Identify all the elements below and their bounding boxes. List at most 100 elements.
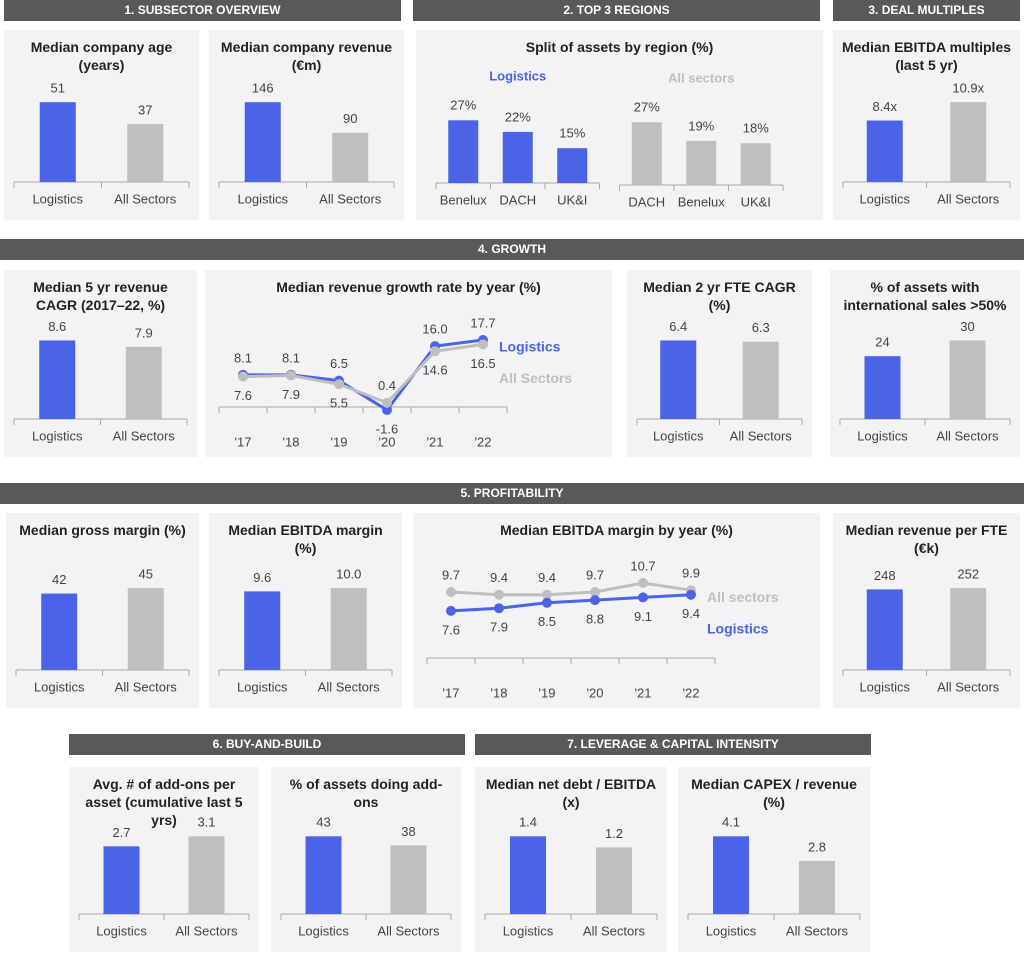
bar bbox=[713, 836, 749, 914]
value-label: 16.0 bbox=[422, 322, 447, 337]
chart-panel: 24 Logistics 30 All Sectors % of assets with… bbox=[830, 270, 1020, 457]
bar bbox=[866, 589, 903, 670]
legend-label: Logistics bbox=[499, 339, 561, 355]
value-label: 37 bbox=[138, 103, 152, 118]
category-label: All Sectors bbox=[318, 679, 381, 694]
value-label: 42 bbox=[52, 572, 66, 587]
point bbox=[638, 592, 648, 603]
value-label: 16.5 bbox=[470, 356, 495, 371]
category-label: Logistics bbox=[298, 923, 349, 938]
value-label: 3.1 bbox=[197, 815, 215, 830]
legend-label: Logistics bbox=[489, 68, 546, 83]
chart-title: Median CAPEX / revenue (%) bbox=[691, 776, 857, 810]
value-label: -1.6 bbox=[376, 421, 398, 436]
section-header: 6. BUY-AND-BUILD bbox=[69, 734, 465, 755]
chart: 8.6 Logistics 7.9 All Sectors bbox=[13, 319, 188, 443]
bar bbox=[596, 847, 632, 914]
value-label: 10.9x bbox=[952, 81, 984, 96]
value-label: 2.8 bbox=[808, 839, 826, 854]
value-label: 17.7 bbox=[470, 315, 495, 330]
value-label: 9.1 bbox=[634, 609, 652, 624]
value-label: 146 bbox=[252, 81, 274, 96]
bar bbox=[332, 132, 369, 182]
category-label: UK&I bbox=[557, 192, 587, 207]
chart-panel: 8.4x Logistics 10.9x All Sectors Median EBIT… bbox=[833, 30, 1020, 220]
chart-title: Median EBITDA margin (%) bbox=[228, 522, 383, 556]
value-label: 19% bbox=[688, 118, 714, 133]
category-label: All Sectors bbox=[115, 679, 178, 694]
chart: 248 Logistics 252 All Sectors bbox=[842, 567, 1011, 694]
bar bbox=[950, 102, 987, 182]
bar bbox=[244, 102, 281, 182]
bar bbox=[188, 836, 225, 914]
section-header: 5. PROFITABILITY bbox=[0, 483, 1024, 504]
chart-title: Median net debt / EBITDA (x) bbox=[485, 776, 657, 810]
legend-label: All sectors bbox=[668, 70, 734, 85]
value-label: 7.6 bbox=[442, 622, 460, 637]
value-label: 9.7 bbox=[586, 567, 604, 582]
chart-title: % of assets doing add-ons bbox=[289, 776, 443, 810]
bar bbox=[127, 588, 164, 670]
section-header: 2. TOP 3 REGIONS bbox=[413, 0, 820, 21]
x-tick-label: '17 bbox=[443, 685, 460, 700]
bar bbox=[502, 131, 533, 183]
chart-panel: 8.6 Logistics 7.9 All Sectors Median 5 yr re… bbox=[4, 270, 197, 457]
value-label: 7.6 bbox=[234, 388, 252, 403]
chart: Logistics 27% Benelux 22% DACH 15% UK&I All sec… bbox=[435, 68, 784, 209]
x-tick-label: '19 bbox=[331, 434, 348, 449]
x-tick-label: '22 bbox=[475, 434, 492, 449]
chart-title: Median revenue per FTE (€k) bbox=[845, 522, 1008, 556]
chart-title: Median 5 yr revenue CAGR (2017–22, %) bbox=[33, 279, 168, 313]
value-label: 9.4 bbox=[538, 570, 556, 585]
point bbox=[638, 578, 648, 588]
point bbox=[542, 589, 552, 600]
x-tick-label: '20 bbox=[379, 434, 396, 449]
value-label: 9.9 bbox=[682, 566, 700, 581]
chart: 1.4 Logistics 1.2 All Sectors bbox=[484, 815, 658, 938]
point bbox=[446, 587, 456, 597]
bar bbox=[39, 340, 76, 419]
chart-panel: 9.6 Logistics 10.0 All Sectors Median EBITDA… bbox=[209, 513, 402, 708]
category-label: All Sectors bbox=[175, 923, 238, 938]
chart: 24 Logistics 30 All Sectors bbox=[839, 319, 1011, 443]
value-label: 51 bbox=[51, 81, 65, 96]
chart: 8.4x Logistics 10.9x All Sectors bbox=[842, 81, 1011, 206]
x-tick-label: '21 bbox=[635, 685, 652, 700]
chart-title: Median gross margin (%) bbox=[19, 522, 186, 538]
point bbox=[430, 346, 440, 357]
chart-panel: 6.4 Logistics 6.3 All Sectors Median 2 yr FT… bbox=[627, 270, 812, 457]
category-label: All Sectors bbox=[113, 428, 176, 443]
category-label: Logistics bbox=[653, 428, 704, 443]
value-label: 8.8 bbox=[586, 612, 604, 627]
chart: 51 Logistics 37 All Sectors bbox=[13, 81, 190, 206]
value-label: 9.4 bbox=[682, 606, 700, 621]
chart-title: Split of assets by region (%) bbox=[525, 39, 714, 55]
category-label: UK&I bbox=[741, 194, 771, 209]
value-label: 43 bbox=[316, 815, 330, 830]
value-label: 6.4 bbox=[669, 319, 687, 334]
chart: 2.7 Logistics 3.1 All Sectors bbox=[78, 815, 250, 938]
category-label: Logistics bbox=[32, 191, 83, 206]
chart: 146 Logistics 90 All Sectors bbox=[218, 81, 395, 206]
line bbox=[450, 593, 692, 613]
point bbox=[478, 339, 488, 350]
chart: '17 '18 '19 '20 '21 '22 8.1 8.1 6.5 -1.6 16.0 17.7 L… bbox=[218, 315, 572, 449]
bar bbox=[125, 346, 162, 419]
value-label: 8.1 bbox=[282, 350, 300, 365]
category-label: Benelux bbox=[440, 192, 487, 207]
point bbox=[446, 605, 456, 616]
category-label: All Sectors bbox=[377, 923, 440, 938]
value-label: 90 bbox=[343, 111, 357, 126]
value-label: 30 bbox=[960, 319, 974, 334]
bar bbox=[390, 845, 427, 914]
value-label: 9.7 bbox=[442, 567, 460, 582]
value-label: 0.4 bbox=[378, 378, 396, 393]
chart-title: Median revenue growth rate by year (%) bbox=[276, 279, 541, 295]
category-label: Logistics bbox=[859, 191, 910, 206]
bar bbox=[330, 588, 367, 670]
value-label: 8.5 bbox=[538, 614, 556, 629]
x-tick-label: '21 bbox=[427, 434, 444, 449]
chart-panel: 43 Logistics 38 All Sectors % of assets doin… bbox=[271, 767, 461, 952]
chart: 9.6 Logistics 10.0 All Sectors bbox=[218, 567, 393, 694]
bar bbox=[660, 340, 697, 419]
